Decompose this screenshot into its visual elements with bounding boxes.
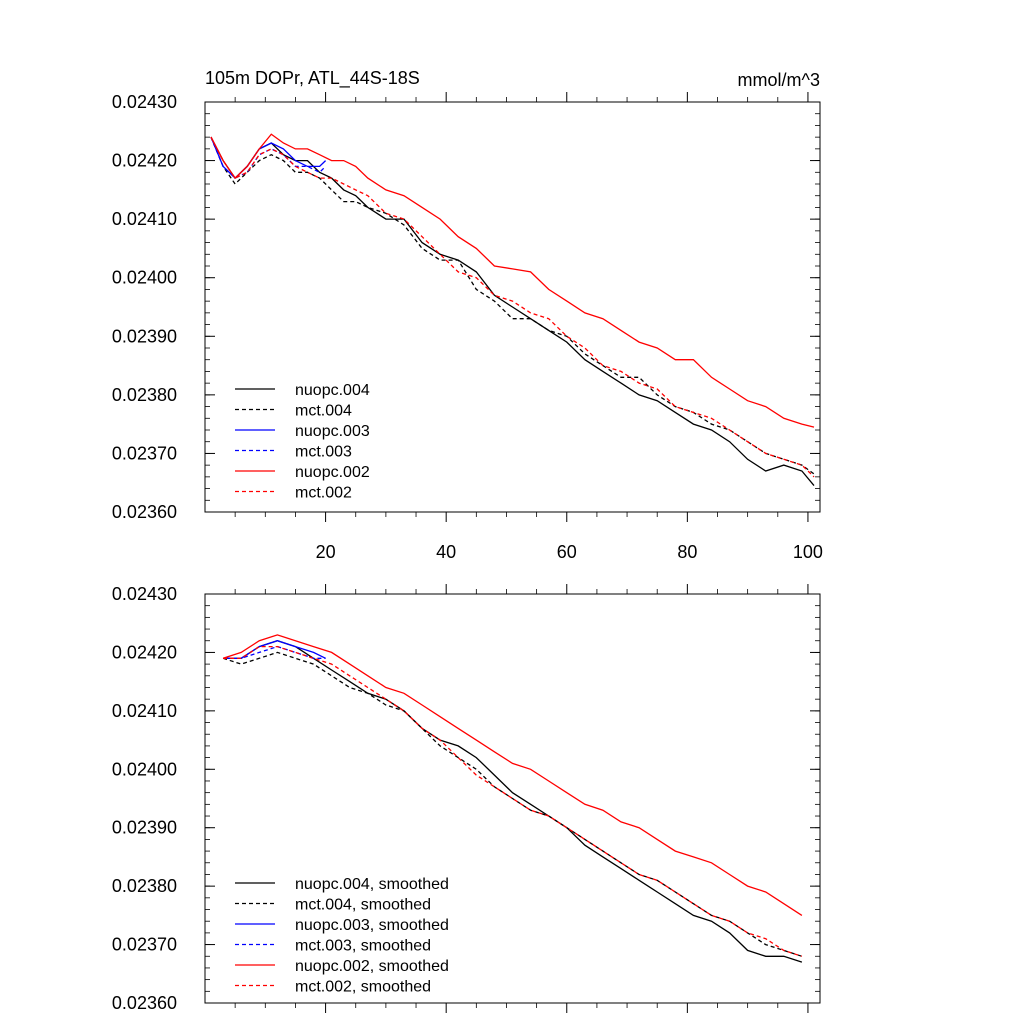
legend-label: nuopc.003 — [295, 423, 370, 440]
y-tick-label: 0.02390 — [112, 818, 177, 838]
top-panel: 0.02430 0.02420 0.02410 0.02400 0.02390 0.023… — [112, 68, 823, 562]
y-tick-label: 0.02400 — [112, 268, 177, 288]
legend-label: mct.003 — [295, 444, 352, 461]
x-tick-label: 60 — [557, 542, 577, 562]
y-tick-label: 0.02370 — [112, 443, 177, 463]
y-tick-label: 0.02360 — [112, 993, 177, 1013]
y-tick-label: 0.02380 — [112, 385, 177, 405]
legend-label: nuopc.002, smoothed — [295, 958, 449, 975]
legend-label: mct.002, smoothed — [295, 979, 431, 996]
y-tick-label: 0.02420 — [112, 642, 177, 662]
y-tick-label: 0.02410 — [112, 701, 177, 721]
y-tick-label: 0.02410 — [112, 209, 177, 229]
y-tick-label: 0.02360 — [112, 502, 177, 522]
series-line-nuopc-002 — [210, 133, 815, 428]
legend-label: mct.002 — [295, 485, 352, 502]
x-tick-label: 40 — [436, 542, 456, 562]
bottom-panel: 0.02430 0.02420 0.02410 0.02400 0.02390 0.023… — [112, 584, 821, 1013]
legend-label: nuopc.004, smoothed — [295, 876, 449, 893]
plot-frame — [204, 593, 821, 1004]
x-tick-label: 100 — [793, 542, 823, 562]
chart-title: 105m DOPr, ATL_44S-18S — [205, 68, 420, 89]
series-line-mct-002 — [210, 136, 815, 478]
legend-label: mct.004, smoothed — [295, 897, 431, 914]
series-line-mct-004 — [210, 136, 815, 475]
legend-label: nuopc.002 — [295, 464, 370, 481]
x-tick-label: 80 — [677, 542, 697, 562]
series-line-nuopc-003 — [210, 136, 327, 180]
legend-label: mct.004 — [295, 403, 352, 420]
series-line-nuopc-002-smoothed — [222, 634, 803, 916]
legend-label: nuopc.004 — [295, 382, 370, 399]
y-tick-label: 0.02430 — [112, 584, 177, 604]
y-tick-label: 0.02430 — [112, 92, 177, 112]
series-line-mct-003 — [210, 136, 327, 179]
legend-label: mct.003, smoothed — [295, 938, 431, 955]
y-tick-label: 0.02390 — [112, 326, 177, 346]
y-tick-label: 0.02380 — [112, 876, 177, 896]
x-tick-label: 20 — [316, 542, 336, 562]
legend-label: nuopc.003, smoothed — [295, 917, 449, 934]
series-line-nuopc-003-smoothed — [223, 640, 326, 659]
series-line-nuopc-004 — [210, 136, 815, 487]
series-line-nuopc-004-smoothed — [223, 640, 803, 963]
series-line-mct-004-smoothed — [222, 651, 803, 957]
units-label: mmol/m^3 — [738, 70, 820, 90]
y-tick-label: 0.02370 — [112, 935, 177, 955]
y-tick-label: 0.02420 — [112, 151, 177, 171]
y-tick-label: 0.02400 — [112, 759, 177, 779]
plot-frame — [204, 101, 821, 513]
